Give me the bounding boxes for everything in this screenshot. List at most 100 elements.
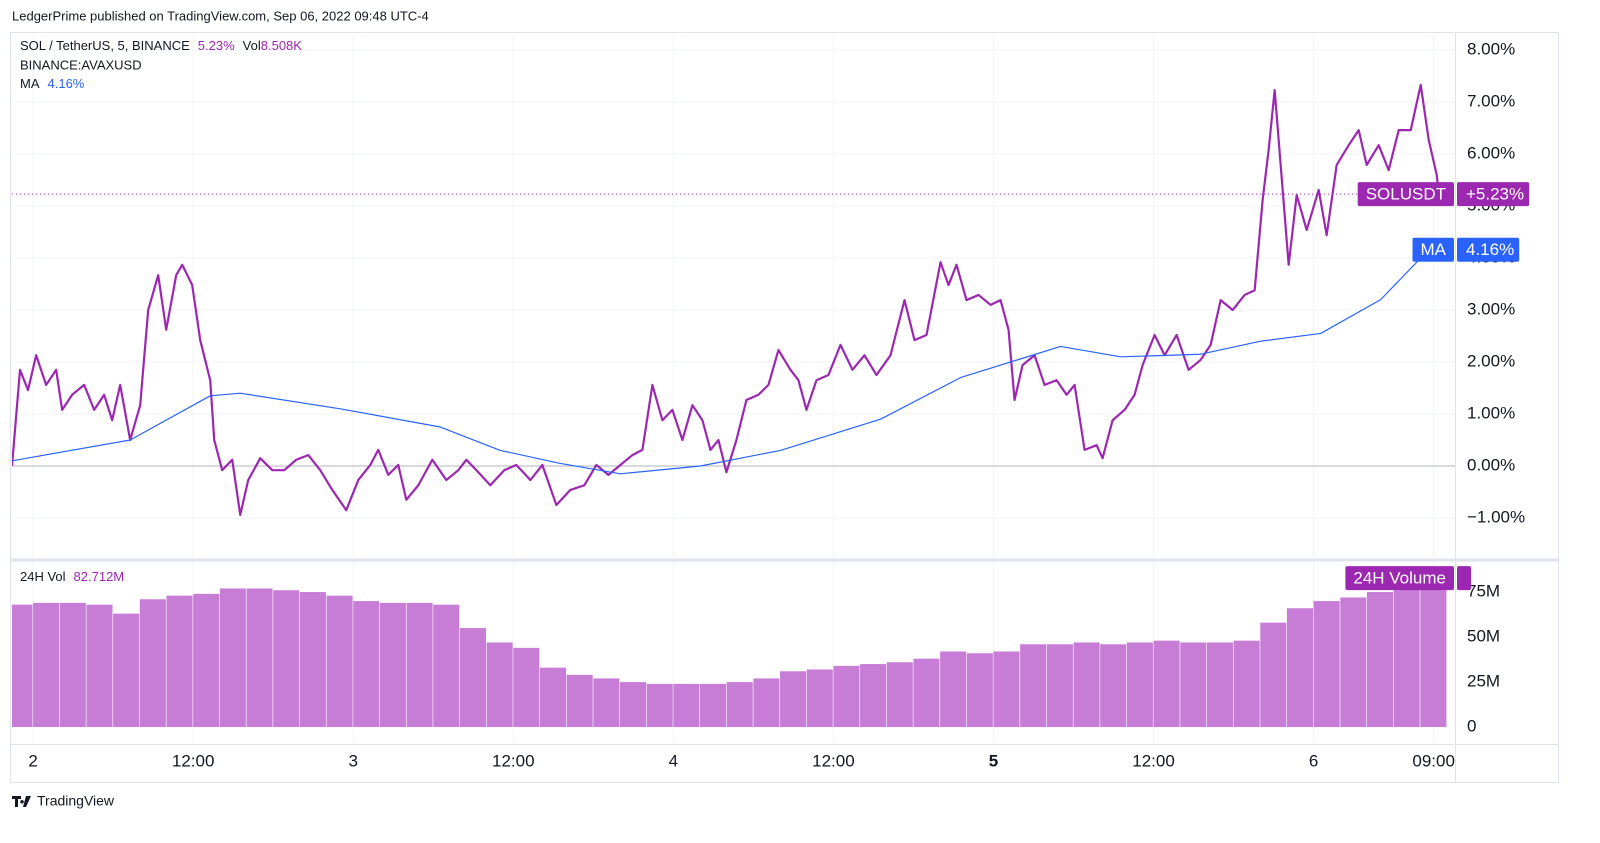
y-tick-label: 2.00%: [1467, 351, 1515, 370]
volume-bar: [539, 667, 567, 728]
volume-bar: [1073, 642, 1100, 728]
y-tick-label: −1.00%: [1467, 507, 1525, 526]
volume-bar: [646, 683, 673, 728]
tag-box: [1412, 237, 1454, 262]
y-tick-label: 0: [1467, 717, 1476, 736]
y-tick-label: 8.00%: [1467, 40, 1515, 59]
volume-bar: [833, 665, 860, 728]
volume-bar: [166, 595, 193, 728]
volume-bar: [1313, 601, 1340, 728]
y-tick-label: 50M: [1467, 627, 1500, 646]
volume-bar: [673, 683, 700, 728]
volume-bar: [459, 628, 486, 728]
volume-bar: [139, 599, 166, 728]
volume-bar: [486, 642, 513, 728]
volume-bar: [59, 602, 86, 728]
logo: [12, 796, 31, 807]
volume-bar: [193, 593, 220, 728]
volume-bar: [1180, 642, 1207, 728]
legend-entry: BINANCE:AVAXUSD: [20, 57, 142, 72]
volume-bar: [726, 682, 753, 728]
tag-box: [1457, 182, 1530, 207]
volume-bar: [1046, 644, 1073, 728]
volume-bar: [780, 671, 807, 728]
volume-bar: [12, 604, 33, 728]
volume-bar: [406, 602, 433, 728]
x-tick-label: 5: [989, 751, 998, 770]
x-tick-label: 2: [28, 751, 37, 770]
legend-name: 24H Vol: [20, 569, 66, 584]
volume-bar: [566, 674, 593, 728]
volume-bar: [326, 595, 353, 728]
tag-box: [1457, 237, 1520, 262]
volume-bar: [1206, 642, 1233, 728]
frame: [10, 32, 1559, 783]
legend-entry: MA 4.16%: [20, 76, 85, 91]
volume-bar: [1286, 608, 1314, 728]
volume-bar: [1340, 597, 1367, 728]
legend-vol-prefix: Vol: [243, 38, 261, 53]
y-tick-label: 0.00%: [1467, 455, 1515, 474]
volume-bar: [886, 662, 913, 728]
volume-bar: [1366, 592, 1394, 728]
header: LedgerPrime published on TradingView.com…: [12, 8, 429, 23]
y-tick-label: 1.00%: [1467, 403, 1515, 422]
volume-bar: [1100, 644, 1127, 728]
volume-bar: [379, 602, 406, 728]
legend-name: MA: [20, 76, 40, 91]
volume-bar: [1126, 642, 1153, 728]
volume-bar: [113, 613, 140, 728]
volume-bar: [913, 658, 940, 728]
x-tick-label: 12:00: [172, 751, 215, 770]
volume-bar: [1233, 640, 1260, 728]
volume-bar: [1420, 586, 1447, 728]
plot: [12, 83, 1455, 516]
legend-entry: 24H Vol 82.712M: [20, 569, 124, 584]
volume-bar: [966, 653, 993, 728]
volume-bar: [1260, 622, 1287, 728]
volume-bar: [940, 651, 967, 728]
tag-name: MA: [1421, 240, 1447, 259]
legend-value: 82.712M: [74, 569, 125, 584]
volume-bar: [246, 588, 273, 728]
y-tick-label: 25M: [1467, 672, 1500, 691]
x-tick-label: 12:00: [1132, 751, 1175, 770]
tag-name: SOLUSDT: [1366, 185, 1446, 204]
series-line: [12, 249, 1439, 475]
y-tick-label: 3.00%: [1467, 300, 1515, 319]
brand: TradingView: [37, 793, 115, 809]
tag-box: [1457, 566, 1471, 591]
legend-vol: 8.508K: [261, 38, 303, 53]
x-tick-label: 6: [1309, 751, 1318, 770]
tag-value: +5.23%: [1466, 185, 1524, 204]
volume-bar: [593, 678, 620, 728]
volume-bar: [273, 590, 300, 728]
legend-entry: SOL / TetherUS, 5, BINANCE 5.23% Vol8.508K: [20, 38, 302, 53]
volume-bar: [219, 588, 246, 728]
volume-bar: [1393, 588, 1420, 728]
legend-value: 4.16%: [48, 76, 85, 91]
tag-value: 4.16%: [1466, 240, 1514, 259]
y-tick-label: 75M: [1467, 582, 1500, 601]
volume-bar: [353, 601, 380, 728]
tag-box: [1345, 566, 1454, 591]
plot: [12, 586, 1447, 728]
x-tick-label: 09:00: [1412, 751, 1455, 770]
volume-bar: [433, 604, 460, 728]
volume-bar: [299, 592, 326, 728]
volume-bar: [513, 647, 540, 728]
volume-bar: [993, 651, 1020, 728]
volume-bar: [753, 678, 780, 728]
y-tick-label: 7.00%: [1467, 92, 1515, 111]
volume-bar: [1153, 640, 1180, 728]
volume-bar: [619, 682, 647, 728]
volume-bar: [33, 602, 60, 728]
x-tick-label: 12:00: [812, 751, 855, 770]
x-tick-label: 3: [348, 751, 357, 770]
legend-name: SOL / TetherUS, 5, BINANCE: [20, 38, 190, 53]
y-tick-label: 6.00%: [1467, 144, 1515, 163]
volume-bar: [700, 683, 727, 728]
x-tick-label: 4: [669, 751, 678, 770]
